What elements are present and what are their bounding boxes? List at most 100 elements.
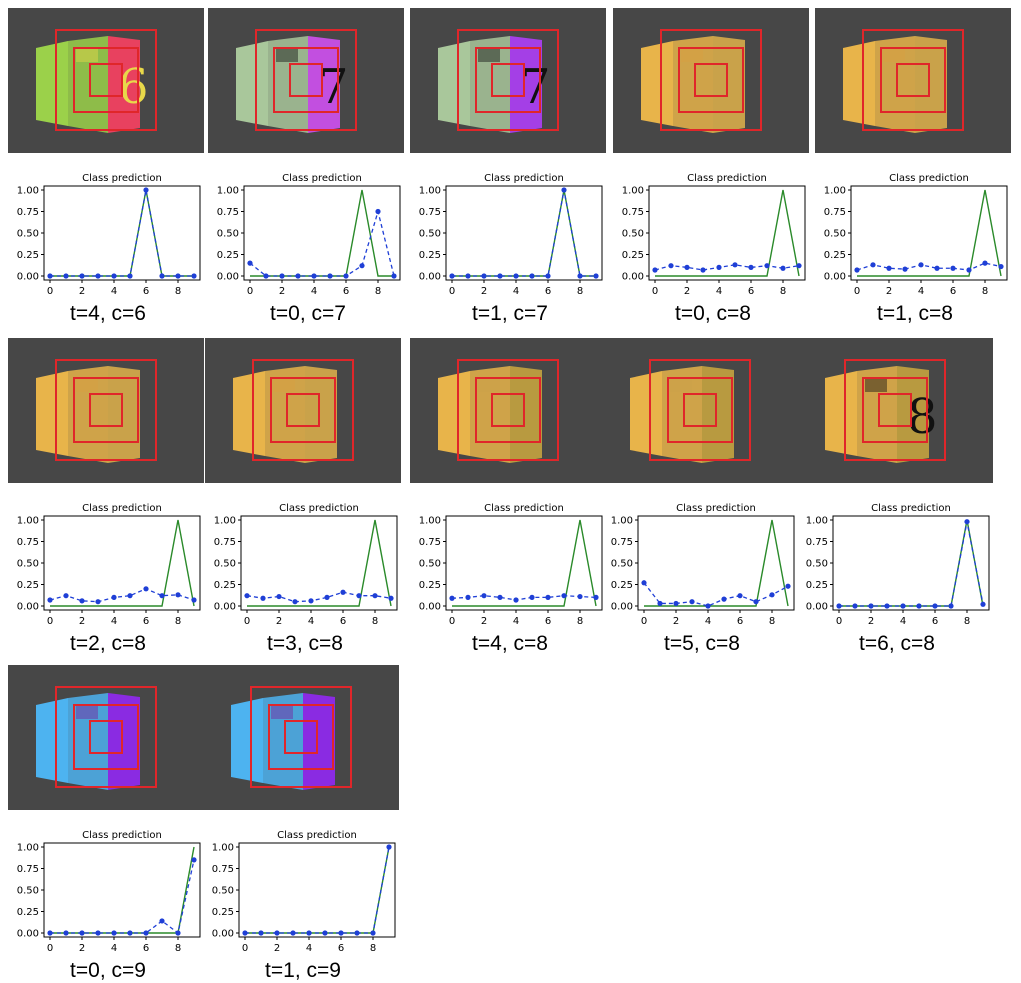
x-tick-label: 0 [449,286,455,297]
x-tick-label: 6 [748,286,754,297]
class-prediction-chart: Class prediction 0.00 0.25 0.50 0.75 1.00 0 2 4 6… [212,830,396,954]
prediction-point [884,603,890,609]
prediction-point [327,273,333,279]
prediction-point [159,273,165,279]
class-prediction-chart: Class prediction 0.00 0.25 0.50 0.75 1.00 0 2 4 6… [17,830,201,954]
x-tick-label: 2 [79,286,85,297]
prediction-point [854,267,860,273]
prediction-point [705,603,711,609]
object-right-face [308,36,340,133]
object-right-face [303,693,335,790]
prediction-point [796,263,802,269]
chart-title: Class prediction [82,173,162,184]
prediction-point [343,273,349,279]
object-detail [478,378,500,392]
glimpse-middle-box [73,377,139,443]
glimpse-outer-box [649,359,751,461]
x-tick-label: 4 [900,616,906,627]
object-left-face [843,41,875,126]
prediction-point [375,208,381,215]
plot-frame [648,185,806,281]
chart-title: Class prediction [279,503,359,514]
object-detail [271,705,293,719]
object-left-face [641,41,673,126]
y-tick-label: 0.00 [419,602,441,613]
chart-title: Class prediction [889,173,969,184]
x-tick-label: 4 [918,286,924,297]
prediction-point [934,265,940,271]
panel-caption: t=1, c=7 [472,302,548,325]
x-tick-label: 2 [481,286,487,297]
x-tick-label: 4 [311,286,317,297]
object-right-face [108,36,140,133]
y-tick-label: 0.50 [17,229,39,240]
x-tick-label: 0 [652,286,658,297]
object-right-face [305,366,337,463]
scene-image [8,665,204,810]
x-tick-label: 6 [545,286,551,297]
glimpse-middle-box [270,377,336,443]
prediction-point [561,187,567,193]
y-tick-label: 0.75 [622,207,644,218]
prediction-point [980,601,986,607]
x-tick-label: 2 [79,943,85,954]
x-tick-label: 6 [950,286,956,297]
y-tick-label: 0.50 [17,559,39,570]
object-right-face [108,693,140,790]
object-detail [76,378,98,392]
prediction-point [900,603,906,609]
y-tick-label: 0.50 [611,559,633,570]
prediction-point [95,599,101,605]
prediction-point [868,603,874,609]
x-tick-label: 0 [449,616,455,627]
prediction-point [354,930,360,936]
panel-caption: t=2, c=8 [70,632,146,655]
prediction-point [673,600,679,607]
glimpse-outer-box [252,359,354,461]
digit-cue: 8 [907,389,938,445]
prediction-point [513,273,519,279]
y-tick-label: 1.00 [611,516,633,527]
y-tick-label: 0.00 [419,272,441,283]
prediction-series-line [49,588,195,603]
x-tick-label: 4 [111,616,117,627]
scene-image: 7 [208,8,404,153]
object-left-face [438,41,470,126]
prediction-point [159,593,165,599]
prediction-point [306,930,312,936]
y-tick-label: 1.00 [17,186,39,197]
x-tick-label: 4 [306,943,312,954]
chart-title: Class prediction [82,830,162,841]
prediction-point [159,918,165,924]
chart-title: Class prediction [687,173,767,184]
panel-caption: t=0, c=9 [70,959,146,982]
x-tick-label: 8 [175,616,181,627]
y-tick-label: 1.00 [212,843,234,854]
object-right-face [897,366,929,463]
prediction-point [263,273,269,279]
panel-7: Class prediction 0.00 0.25 0.50 0.75 1.00 0 2 4 6… [410,338,610,655]
prediction-series-line [245,846,390,934]
x-tick-label: 2 [279,286,285,297]
y-tick-label: 0.50 [824,229,846,240]
y-tick-label: 0.00 [611,602,633,613]
plot-frame [445,185,603,281]
scene-image [8,338,204,483]
glimpse-outer-box [660,29,762,131]
x-tick-label: 0 [854,286,860,297]
prediction-point [127,273,133,279]
prediction-point [292,599,298,605]
class-prediction-chart: Class prediction 0.00 0.25 0.50 0.75 1.00 0 2 4 6… [824,173,1008,297]
class-prediction-chart: Class prediction 0.00 0.25 0.50 0.75 1.00 0 2 4 6… [622,173,806,297]
x-tick-label: 4 [705,616,711,627]
y-tick-label: 0.25 [806,580,828,591]
prediction-point [79,930,85,936]
object-left-face [825,371,857,456]
y-tick-label: 0.75 [217,207,239,218]
prediction-point [175,592,181,598]
x-tick-label: 0 [641,616,647,627]
x-tick-label: 2 [274,943,280,954]
glimpse-inner-box [896,63,930,97]
prediction-point [689,599,695,605]
prediction-point [340,589,346,595]
